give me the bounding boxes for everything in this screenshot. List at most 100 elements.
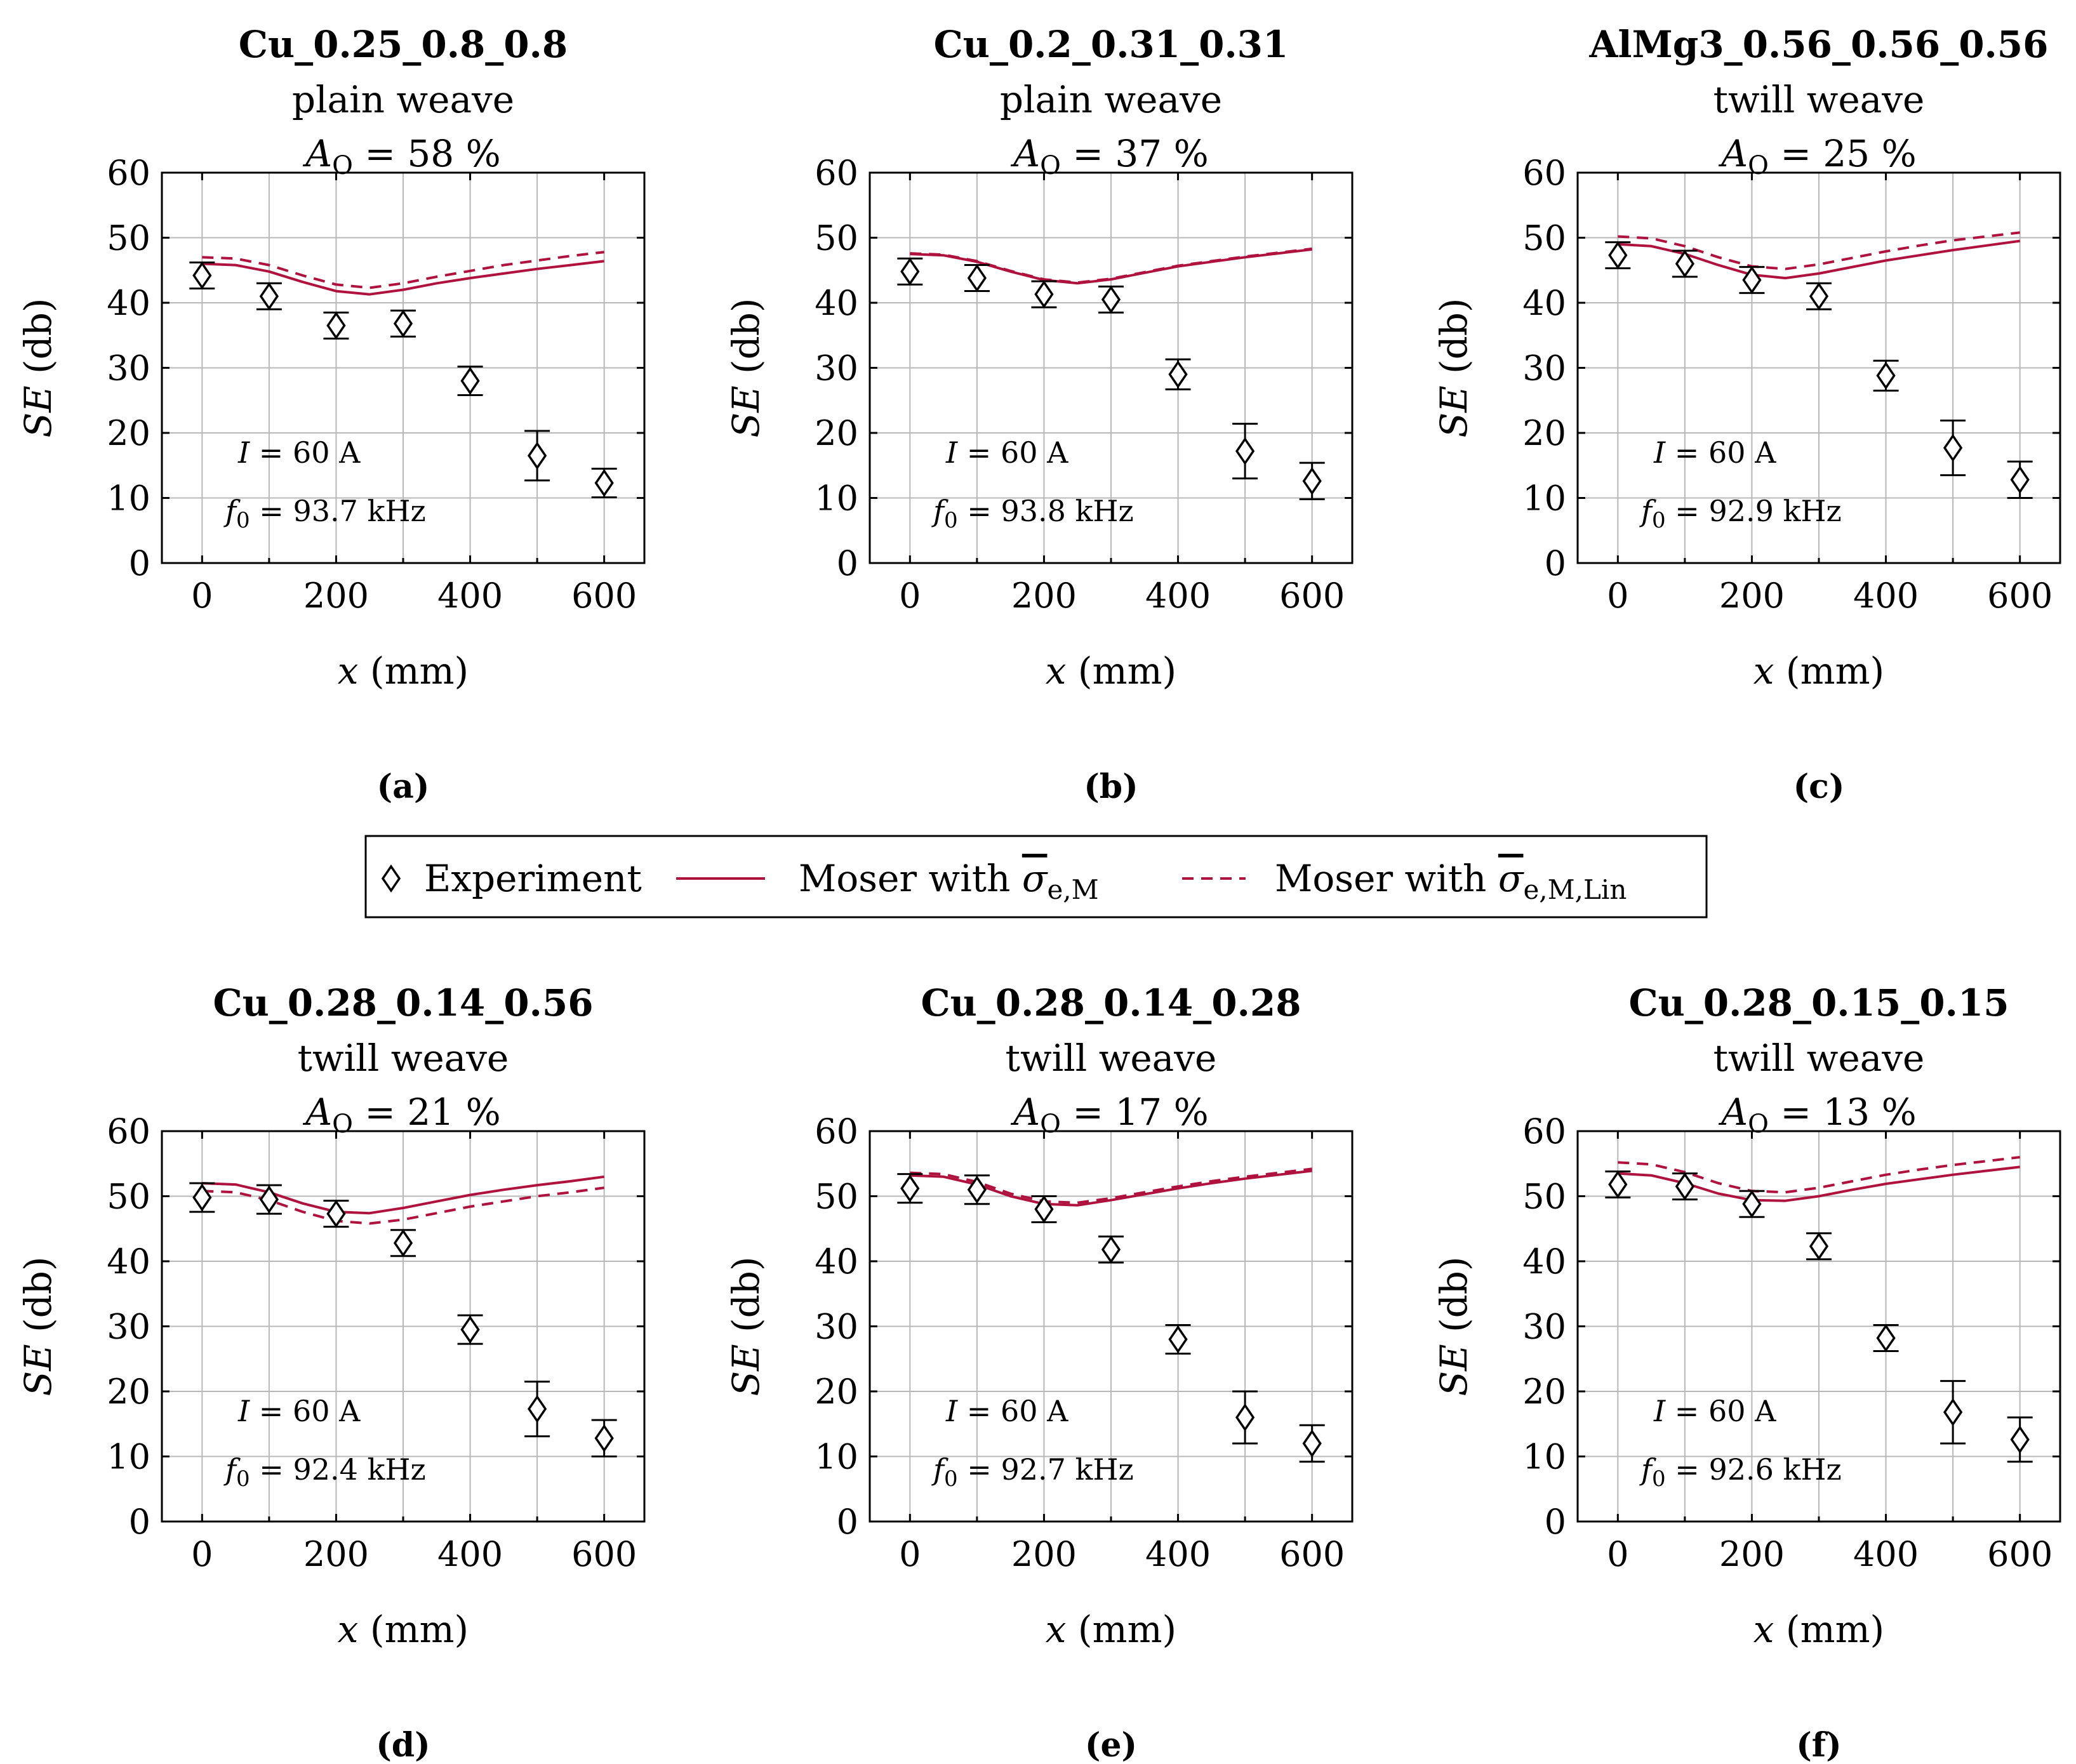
- y-tick-label: 50: [107, 218, 150, 258]
- current-annotation: I = 60 A: [945, 435, 1068, 470]
- y-tick-label: 60: [815, 1111, 858, 1151]
- weave-type: twill weave: [298, 1037, 509, 1080]
- y-tick-label: 30: [1522, 348, 1566, 388]
- experiment-point: [967, 1176, 987, 1204]
- x-tick-label: 400: [1853, 1534, 1919, 1574]
- x-tick-label: 600: [1279, 576, 1345, 616]
- frequency-annotation: f0 = 92.6 kHz: [1639, 1452, 1842, 1492]
- y-tick-label: 10: [107, 479, 150, 519]
- experiment-point: [1235, 1403, 1255, 1432]
- x-tick-label: 200: [303, 1534, 369, 1574]
- legend-experiment-marker: [381, 864, 401, 893]
- experiment-point: [460, 366, 480, 395]
- open-area-label: AO = 58 %: [302, 132, 501, 180]
- frequency-annotation: f0 = 92.7 kHz: [931, 1452, 1134, 1492]
- x-tick-label: 200: [1719, 576, 1785, 616]
- experiment-point: [1675, 249, 1695, 278]
- y-tick-label: 0: [837, 1502, 858, 1542]
- x-tick-label: 0: [1607, 1534, 1628, 1574]
- experiment-point: [393, 1229, 413, 1257]
- y-axis-label: SE (db): [1432, 1256, 1475, 1396]
- y-tick-label: 60: [107, 1111, 150, 1151]
- x-tick-label: 400: [437, 576, 503, 616]
- y-tick-label: 0: [129, 543, 150, 583]
- x-tick-label: 200: [1011, 576, 1077, 616]
- frequency-annotation: f0 = 93.8 kHz: [931, 494, 1134, 533]
- panel-caption: (e): [1085, 1726, 1137, 1764]
- experiment-point: [1302, 1429, 1322, 1458]
- y-tick-label: 20: [815, 1372, 858, 1412]
- series-moser-m-lin: [910, 247, 1312, 284]
- y-tick-label: 50: [1522, 1177, 1566, 1217]
- x-tick-label: 200: [303, 576, 369, 616]
- current-annotation: I = 60 A: [237, 435, 361, 470]
- legend-moser-m-lin-label: Moser with σe,M,Lin: [1275, 857, 1627, 905]
- chart-title: Cu_0.28_0.14_0.28: [921, 981, 1301, 1025]
- x-tick-label: 600: [1987, 1534, 2053, 1574]
- series-moser-m: [202, 260, 604, 296]
- experiment-point: [393, 309, 413, 338]
- experiment-point: [1034, 1195, 1054, 1224]
- experiment-point: [1302, 467, 1322, 495]
- experiment-point: [326, 1200, 346, 1228]
- open-area-label: AO = 13 %: [1718, 1091, 1917, 1139]
- experiment-point: [594, 1424, 614, 1452]
- experiment-point: [900, 1174, 920, 1203]
- experiment-point: [2010, 465, 2030, 494]
- chart-title: Cu_0.2_0.31_0.31: [934, 23, 1289, 66]
- y-tick-label: 20: [107, 413, 150, 453]
- experiment-point: [259, 282, 279, 310]
- chart-title: Cu_0.28_0.15_0.15: [1628, 981, 2009, 1025]
- y-tick-label: 60: [815, 153, 858, 193]
- experiment-point: [1675, 1172, 1695, 1201]
- y-axis-label: SE (db): [17, 1256, 60, 1396]
- current-annotation: I = 60 A: [1653, 1394, 1776, 1428]
- experiment-point: [460, 1315, 480, 1344]
- panel-caption: (a): [377, 767, 430, 806]
- y-tick-label: 50: [815, 1177, 858, 1217]
- experiment-point: [1742, 266, 1762, 295]
- x-tick-label: 0: [1607, 576, 1628, 616]
- legend-experiment-label: Experiment: [424, 857, 642, 900]
- y-tick-label: 0: [1545, 1502, 1566, 1542]
- legend-box: [364, 835, 1708, 918]
- panel-caption: (f): [1796, 1726, 1842, 1764]
- y-tick-label: 50: [1522, 218, 1566, 258]
- x-axis-label: x (mm): [1046, 1608, 1176, 1651]
- y-tick-label: 60: [1522, 153, 1566, 193]
- y-tick-label: 20: [107, 1372, 150, 1412]
- series-moser-m-lin: [202, 251, 604, 289]
- experiment-point: [1608, 1170, 1628, 1199]
- weave-type: twill weave: [1713, 78, 1925, 121]
- weave-type: plain weave: [1000, 78, 1222, 121]
- current-annotation: I = 60 A: [945, 1394, 1068, 1428]
- experiment-point: [326, 311, 346, 340]
- weave-type: plain weave: [292, 78, 514, 121]
- y-tick-label: 30: [815, 1307, 858, 1347]
- y-tick-label: 30: [815, 348, 858, 388]
- experiment-point: [259, 1185, 279, 1214]
- x-tick-label: 400: [1853, 576, 1919, 616]
- experiment-point: [1742, 1190, 1762, 1218]
- open-area-label: AO = 21 %: [302, 1091, 501, 1139]
- y-tick-label: 0: [837, 543, 858, 583]
- y-tick-label: 0: [1545, 543, 1566, 583]
- y-axis-label: SE (db): [724, 1256, 768, 1396]
- y-tick-label: 60: [107, 153, 150, 193]
- y-tick-label: 50: [815, 218, 858, 258]
- open-area-label: AO = 37 %: [1010, 132, 1209, 180]
- x-axis-label: x (mm): [1046, 649, 1176, 693]
- experiment-point: [1809, 282, 1829, 310]
- x-tick-label: 400: [437, 1534, 503, 1574]
- chart-title: Cu_0.28_0.14_0.56: [213, 981, 593, 1025]
- open-area-label: AO = 25 %: [1718, 132, 1917, 180]
- experiment-point: [1034, 280, 1054, 308]
- frequency-annotation: f0 = 93.7 kHz: [223, 494, 426, 533]
- y-tick-label: 20: [1522, 1372, 1566, 1412]
- x-tick-label: 200: [1011, 1534, 1077, 1574]
- experiment-point: [192, 1183, 212, 1212]
